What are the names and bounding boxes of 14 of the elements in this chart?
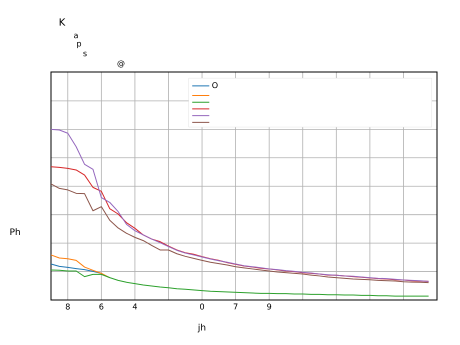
text: a — [74, 34, 78, 38]
chart-title: K — [60, 18, 66, 26]
y-axis-title: Ph — [10, 228, 20, 236]
text: @ — [118, 60, 124, 68]
x-tick-label: 6 — [99, 304, 104, 310]
x-tick-label: 0 — [200, 304, 204, 310]
x-tick-label: 8 — [66, 304, 70, 310]
legend-label: O — [212, 82, 218, 88]
x-tick-label: 4 — [132, 304, 138, 310]
text: p — [77, 42, 82, 48]
x-tick-label: 9 — [267, 304, 272, 310]
x-axis-title: jh — [198, 324, 206, 332]
x-tick-label: 7 — [234, 304, 238, 310]
text: s — [83, 52, 87, 56]
